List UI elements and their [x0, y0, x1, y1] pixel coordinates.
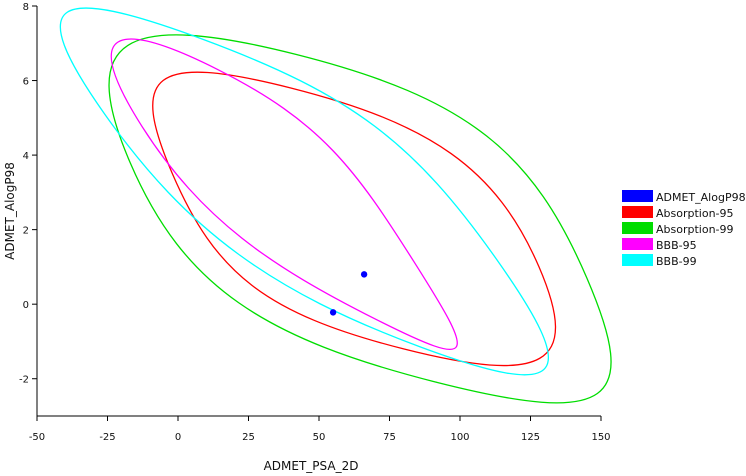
x-tick-label: 0 — [175, 432, 181, 443]
x-tick-label: 100 — [450, 432, 469, 443]
x-tick-label: -50 — [29, 432, 45, 443]
legend-label: BBB-95 — [656, 239, 697, 252]
y-tick-label: 6 — [23, 77, 29, 88]
x-tick-label: -25 — [99, 432, 115, 443]
y-tick-label: 2 — [23, 226, 29, 237]
y-tick-label: -2 — [19, 375, 29, 386]
x-tick-label: 125 — [521, 432, 540, 443]
legend: ADMET_AlogP98 Absorption-95 Absorption-99 B… — [622, 190, 746, 268]
ellipse-absorption-95 — [152, 71, 557, 367]
legend-label: BBB-99 — [656, 255, 697, 268]
plot-area — [59, 7, 612, 404]
y-tick-label: 4 — [23, 151, 29, 162]
legend-swatch — [622, 222, 653, 234]
legend-swatch — [622, 206, 653, 218]
legend-swatch — [622, 190, 653, 202]
x-tick-label: 50 — [313, 432, 326, 443]
legend-label: Absorption-99 — [656, 223, 734, 236]
legend-swatch — [622, 254, 653, 266]
y-axis-title: ADMET_AlogP98 — [3, 162, 17, 260]
x-axis-title: ADMET_PSA_2D — [264, 459, 359, 473]
legend-swatch — [622, 238, 653, 250]
x-tick-label: 25 — [242, 432, 255, 443]
y-tick-label: 0 — [23, 300, 29, 311]
data-point — [360, 271, 368, 278]
ellipse-bbb-99 — [59, 7, 550, 376]
x-tick-label: 75 — [383, 432, 396, 443]
ellipse-absorption-99 — [108, 34, 612, 404]
legend-label: Absorption-95 — [656, 207, 734, 220]
legend-label: ADMET_AlogP98 — [656, 191, 746, 204]
x-tick-label: 150 — [591, 432, 610, 443]
ellipse-bbb-95 — [110, 38, 458, 351]
axes: -50 -25 0 25 50 75 100 125 150 -2 0 2 4 6 8 — [19, 2, 611, 443]
data-point — [329, 309, 337, 316]
y-tick-label: 8 — [23, 2, 29, 13]
